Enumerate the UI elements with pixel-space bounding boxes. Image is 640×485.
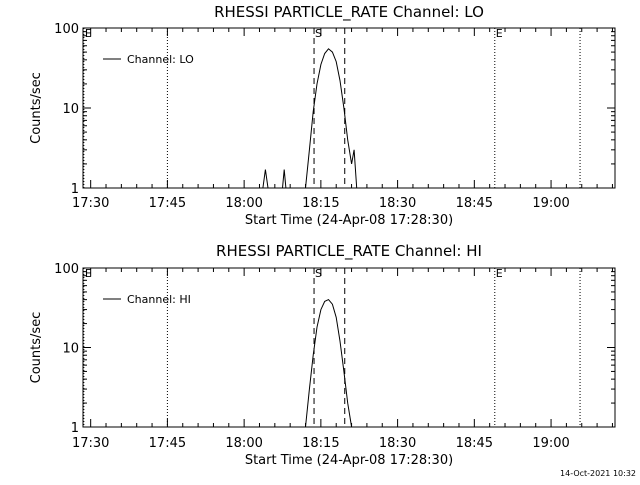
panel-2-x-tick-label: 18:15 (302, 436, 339, 451)
panel-1-series-line (83, 48, 615, 189)
panel-1-x-tick-label: 18:45 (456, 196, 493, 211)
footer-timestamp: 14-Oct-2021 10:32 (560, 469, 636, 478)
panel-1-plot-frame (82, 27, 616, 189)
panel-1-y-tick-label: 10 (62, 102, 79, 117)
panel-2-x-tick-label: 17:45 (149, 436, 186, 451)
panel-1-x-tick-label: 17:45 (149, 196, 186, 211)
panel-2-x-tick-label: 17:30 (72, 436, 109, 451)
panel-2-marker-label: E (496, 267, 503, 280)
panel-1-marker-label: E (496, 27, 503, 40)
panel-1-x-axis-label: Start Time (24-Apr-08 17:28:30) (245, 213, 453, 228)
panel-1-x-tick-label: 18:15 (302, 196, 339, 211)
panel-2-legend-label: Channel: HI (127, 293, 191, 306)
panel-1-x-tick-label: 17:30 (72, 196, 109, 211)
panel-2-series-line (305, 298, 353, 428)
panel-1-title: RHESSI PARTICLE_RATE Channel: LO (214, 3, 484, 22)
panel-2-x-axis-label: Start Time (24-Apr-08 17:28:30) (245, 453, 453, 468)
panel-1-x-tick-label: 18:30 (379, 196, 416, 211)
panel-1-legend-label: Channel: LO (127, 53, 194, 66)
panel-2-marker-label: E (85, 267, 92, 280)
panel-1-x-tick-label: 18:00 (225, 196, 262, 211)
panel-1-x-tick-label: 19:00 (532, 196, 569, 211)
panel-1-y-axis-label: Counts/sec (29, 72, 44, 144)
panel-2-x-tick-label: 19:00 (532, 436, 569, 451)
panel-2-y-tick-label: 10 (62, 342, 79, 357)
panel-2-title: RHESSI PARTICLE_RATE Channel: HI (216, 242, 482, 261)
panel-2-y-tick-label: 1 (71, 421, 79, 436)
panel-2-x-tick-label: 18:45 (456, 436, 493, 451)
panel-2-y-tick-label: 100 (54, 262, 79, 277)
panel-2-x-tick-label: 18:30 (379, 436, 416, 451)
panel-1-marker-label: E (85, 27, 92, 40)
panel-2-y-axis-label: Counts/sec (29, 312, 44, 384)
panel-1-y-tick-label: 1 (71, 182, 79, 197)
panel-2-plot-frame (82, 267, 616, 428)
panel-2-marker-label: S (315, 267, 322, 280)
panel-2-x-tick-label: 18:00 (225, 436, 262, 451)
panel-1-marker-label: S (315, 27, 322, 40)
panel-1-y-tick-label: 100 (54, 22, 79, 37)
